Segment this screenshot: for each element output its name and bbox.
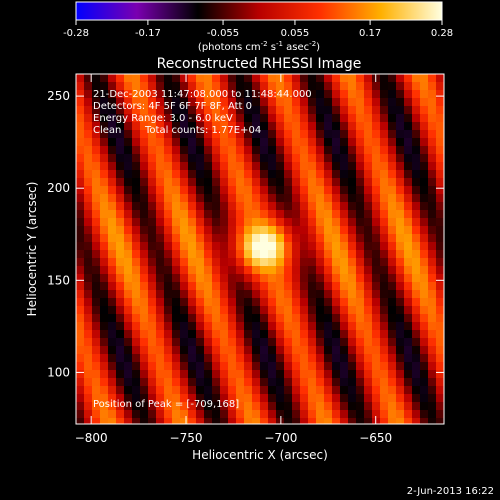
colorbar-ticks: -0.28 -0.17 -0.055 0.055 0.17 0.28 [63, 20, 453, 39]
colorbar-tick-label: 0.055 [281, 28, 310, 39]
footer-date: 2-Jun-2013 16:22 [407, 486, 494, 497]
x-tick-label: −700 [264, 431, 297, 445]
x-tick-label: −800 [75, 431, 108, 445]
y-axis-ticks: 100 150 200 250 [47, 89, 444, 379]
x-axis-ticks: −800 −750 −700 −650 [75, 74, 392, 445]
annotation-energy: Energy Range: 3.0 - 6.0 keV [93, 113, 233, 124]
y-axis-label: Heliocentric Y (arcsec) [25, 182, 39, 317]
annotation-detectors: Detectors: 4F 5F 6F 7F 8F, Att 0 [93, 101, 252, 112]
colorbar-units: (photons cm-2 s-1 asec-2) [198, 40, 320, 53]
x-tick-label: −750 [170, 431, 203, 445]
y-tick-label: 200 [47, 181, 70, 195]
colorbar-tick-label: -0.28 [63, 28, 89, 39]
annotation-counts: Total counts: 1.77E+04 [144, 125, 261, 136]
annotation-time-range: 21-Dec-2003 11:47:08.000 to 11:48:44.000 [93, 89, 312, 100]
chart-title: Reconstructed RHESSI Image [157, 56, 362, 72]
heatmap-image [76, 74, 444, 424]
y-tick-label: 250 [47, 89, 70, 103]
colorbar-tick-label: -0.17 [135, 28, 161, 39]
colorbar-tick-label: 0.17 [359, 28, 381, 39]
y-tick-label: 150 [47, 273, 70, 287]
colorbar [75, 1, 443, 21]
x-tick-label: −650 [359, 431, 392, 445]
y-tick-label: 100 [47, 365, 70, 379]
annotation-peak-position: Position of Peak = [-709,168] [93, 399, 239, 410]
colorbar-tick-label: -0.055 [207, 28, 239, 39]
x-axis-label: Heliocentric X (arcsec) [192, 448, 328, 462]
plot-frame [75, 73, 445, 425]
colorbar-tick-label: 0.28 [431, 28, 453, 39]
annotation-method: Clean [93, 125, 121, 136]
